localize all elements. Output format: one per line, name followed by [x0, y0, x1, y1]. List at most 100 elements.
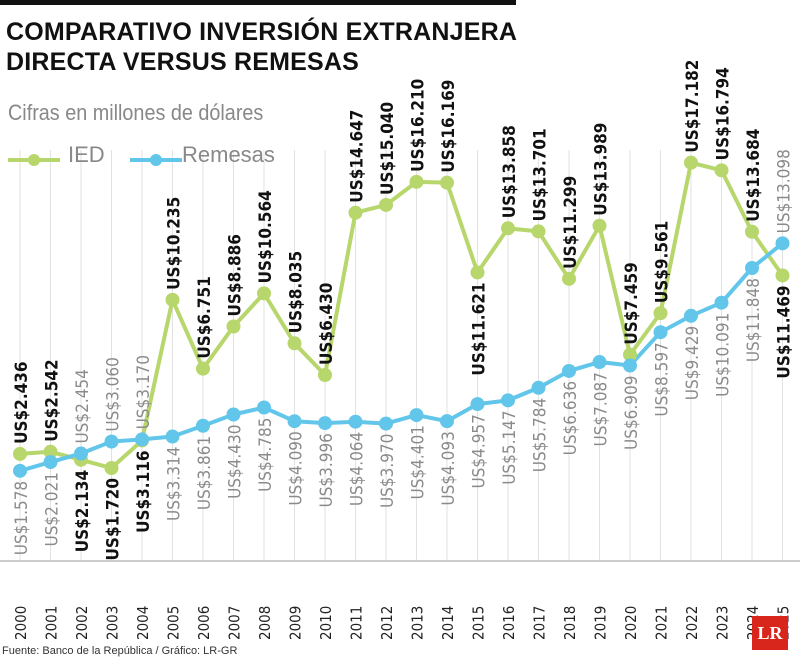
data-point-ied [104, 461, 119, 476]
data-label-remesas: US$9.429 [683, 326, 703, 400]
x-tick-label: 2001 [43, 606, 61, 640]
data-point-remesas [409, 408, 424, 423]
data-label-remesas: US$6.909 [622, 376, 642, 450]
data-label-remesas: US$4.093 [439, 431, 459, 505]
data-point-ied [714, 163, 729, 178]
legend-label-remesas: Remesas [182, 142, 275, 167]
data-point-ied [13, 446, 27, 461]
data-point-ied [196, 361, 210, 376]
data-point-ied [470, 265, 485, 280]
data-label-remesas: US$1.578 [12, 481, 32, 555]
data-point-remesas [623, 358, 637, 373]
data-label-remesas: US$4.957 [470, 414, 490, 488]
data-label-remesas: US$3.970 [378, 434, 398, 508]
legend-label-ied: IED [68, 142, 105, 167]
x-tick-label: 2014 [439, 606, 457, 640]
x-tick-label: 2007 [226, 606, 244, 640]
data-label-ied: US$9.561 [653, 221, 673, 303]
data-label-remesas: US$3.996 [317, 433, 337, 507]
data-label-remesas: US$5.784 [531, 398, 551, 472]
data-point-ied [43, 444, 58, 459]
data-point-remesas [775, 236, 790, 251]
data-point-ied [287, 336, 302, 351]
data-label-remesas: US$11.848 [744, 278, 764, 362]
data-point-ied [745, 224, 759, 239]
data-point-remesas [440, 414, 454, 429]
chart-title-line-1: COMPARATIVO INVERSIÓN EXTRANJERA [6, 18, 518, 46]
data-point-ied [379, 197, 393, 212]
data-label-remesas: US$4.430 [226, 425, 246, 499]
x-tick-label: 2008 [256, 606, 274, 640]
x-tick-label: 2017 [531, 606, 549, 640]
data-label-remesas: US$2.021 [43, 472, 63, 546]
data-label-remesas: US$8.597 [653, 342, 673, 416]
x-tick-label: 2013 [409, 606, 427, 640]
data-label-remesas: US$7.087 [592, 372, 612, 446]
data-label-ied: US$2.542 [43, 359, 63, 441]
data-point-ied [257, 286, 271, 301]
data-label-remesas: US$4.090 [287, 431, 307, 505]
data-label-remesas: US$13.098 [775, 149, 795, 233]
data-label-ied: US$16.210 [409, 79, 429, 172]
top-rule [0, 0, 516, 5]
legend-marker-1 [150, 154, 162, 166]
x-tick-label: 2021 [653, 606, 671, 640]
x-tick-label: 2016 [500, 606, 518, 640]
data-label-ied: US$13.858 [500, 125, 520, 218]
data-point-remesas [226, 407, 241, 422]
data-label-ied: US$1.720 [104, 478, 124, 560]
data-label-ied: US$13.989 [592, 123, 612, 216]
data-point-remesas [165, 429, 180, 444]
data-point-ied [623, 347, 637, 362]
x-tick-label: 2011 [348, 606, 366, 640]
data-point-remesas [714, 295, 729, 310]
data-label-ied: US$6.751 [195, 276, 215, 358]
data-point-ied [684, 155, 698, 170]
data-point-remesas [531, 380, 546, 395]
data-label-ied: US$11.621 [470, 282, 490, 375]
data-label-remesas: US$10.091 [714, 313, 734, 397]
data-label-remesas: US$4.064 [348, 432, 368, 506]
data-label-ied: US$3.116 [134, 450, 154, 532]
data-label-ied: US$6.430 [317, 283, 337, 365]
data-point-remesas [501, 393, 515, 408]
data-point-remesas [653, 325, 668, 340]
chart-subtitle: Cifras en millones de dólares [8, 100, 264, 125]
data-label-ied: US$2.436 [12, 361, 32, 443]
data-point-ied [318, 368, 332, 383]
data-label-remesas: US$5.147 [500, 410, 520, 484]
x-tick-label: 2009 [287, 606, 305, 640]
data-point-remesas [196, 418, 210, 433]
data-label-ied: US$10.564 [256, 190, 276, 283]
data-point-remesas [318, 416, 332, 431]
data-label-ied: US$16.794 [714, 67, 734, 160]
x-tick-label: 2002 [73, 606, 91, 640]
x-tick-label: 2018 [561, 606, 579, 640]
x-tick-label: 2004 [134, 606, 152, 640]
data-label-remesas: US$3.861 [195, 436, 215, 510]
data-point-ied [592, 218, 607, 233]
data-label-remesas: US$3.170 [134, 355, 154, 429]
data-point-remesas [592, 355, 607, 370]
data-label-ied: US$2.134 [73, 470, 93, 552]
data-point-ied [531, 224, 546, 239]
data-label-ied: US$8.035 [287, 251, 307, 333]
data-point-ied [562, 271, 576, 286]
x-tick-label: 2003 [104, 606, 122, 640]
data-point-remesas [379, 416, 393, 431]
data-label-ied: US$13.701 [531, 128, 551, 221]
data-point-remesas [43, 455, 58, 470]
data-point-ied [653, 306, 668, 321]
data-point-ied [440, 175, 454, 190]
data-point-remesas [684, 308, 698, 323]
data-label-ied: US$10.235 [165, 197, 185, 290]
data-point-ied [409, 174, 424, 189]
data-label-remesas: US$3.060 [104, 357, 124, 431]
series-line-ied [19, 160, 785, 471]
x-tick-label: 2012 [378, 606, 396, 640]
x-tick-label: 2006 [195, 606, 213, 640]
x-tick-label: 2015 [470, 606, 488, 640]
data-label-ied: US$15.040 [378, 102, 398, 195]
data-point-ied [165, 292, 180, 307]
